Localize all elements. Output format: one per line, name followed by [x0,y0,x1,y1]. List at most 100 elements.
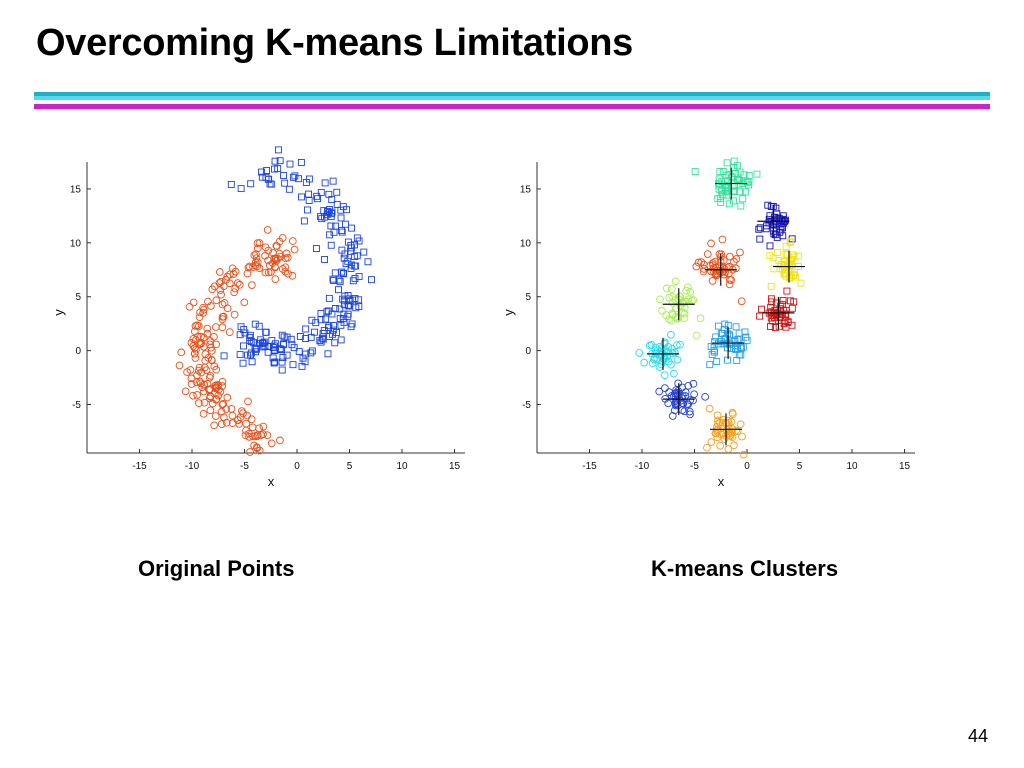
square-marker [263,167,271,174]
square-marker [240,342,247,350]
square-marker [788,321,796,329]
circle-marker [230,310,239,319]
square-marker [352,262,360,270]
square-marker [318,334,326,342]
square-marker [304,206,311,214]
square-marker [783,287,791,295]
square-marker [296,333,304,340]
circle-marker [713,433,722,442]
circle-marker [708,277,717,285]
square-marker [299,354,307,362]
square-marker [708,350,716,358]
square-marker [312,245,320,252]
x-axis-label: x [268,474,275,489]
circle-marker [673,341,681,350]
square-marker [788,304,796,312]
circle-marker [217,420,226,428]
circle-marker [680,310,689,318]
square-marker [344,301,352,309]
circle-marker [200,398,209,407]
square-marker [244,351,251,359]
square-marker [779,212,787,220]
x-tick-label: 15 [899,461,911,472]
square-marker [271,157,279,165]
square-marker [335,286,342,294]
square-marker [337,206,345,214]
square-marker [790,253,798,261]
square-marker [773,248,781,256]
square-marker [329,177,337,185]
square-marker [336,278,344,286]
square-marker [247,180,255,188]
circle-marker [724,418,733,427]
circle-marker [703,250,712,258]
circle-marker [725,280,734,289]
square-marker [319,330,327,337]
x-tick-label: 0 [744,461,750,472]
circle-marker [690,390,698,399]
circle-marker [680,407,689,416]
circle-marker [657,350,666,359]
circle-marker [689,379,698,388]
circle-marker [218,323,227,332]
circle-marker [288,271,297,280]
x-tick-label: 10 [396,461,408,472]
circle-marker [206,340,215,349]
circle-marker [253,432,261,441]
square-marker [753,170,761,178]
square-marker [722,184,730,191]
square-marker [308,347,316,355]
x-axis-label: x [718,474,725,489]
square-marker [777,226,785,234]
square-marker [733,357,741,364]
square-marker [348,320,356,328]
circle-marker [235,280,244,289]
circle-marker [725,252,734,261]
square-marker [368,276,375,284]
square-marker [280,172,287,179]
square-marker [283,351,291,359]
circle-marker [231,267,240,276]
square-marker [281,179,289,187]
original-points-plot: -15 -10 -5 0 5 10 15 -5 0 5 10 15 x y [51,146,465,489]
circle-marker [257,431,265,439]
circle-marker [635,349,644,357]
circle-marker [212,384,220,393]
circle-marker [222,405,231,413]
circle-marker [248,281,256,289]
circle-marker [281,267,290,276]
y-tick-label: 10 [520,238,532,249]
square-marker [341,301,348,309]
square-marker [735,180,743,188]
circle-marker [725,275,734,284]
circle-marker [692,262,701,271]
square-marker [328,196,336,203]
square-marker [248,358,256,366]
square-marker [252,345,260,353]
square-marker [758,305,765,313]
circle-marker [255,239,264,247]
square-marker [360,248,368,256]
square-marker [710,347,718,355]
square-marker [266,180,274,188]
circle-marker [668,292,677,301]
y-axis-label: y [501,309,516,316]
circle-marker [200,380,208,389]
square-marker [302,325,310,333]
square-marker [279,354,287,362]
square-marker [258,168,266,176]
square-marker [344,312,352,320]
circle-marker [715,250,724,259]
square-marker [726,331,733,339]
circle-marker [665,293,673,302]
circle-marker [185,302,194,311]
y-axis-label: y [51,309,66,316]
circle-marker [662,284,671,293]
circle-marker [668,298,677,307]
circle-marker [660,371,669,379]
circle-marker [679,308,687,317]
circle-marker [189,391,197,400]
square-marker [297,159,305,166]
x-tick-label: 10 [846,461,858,472]
circle-marker [732,255,741,263]
